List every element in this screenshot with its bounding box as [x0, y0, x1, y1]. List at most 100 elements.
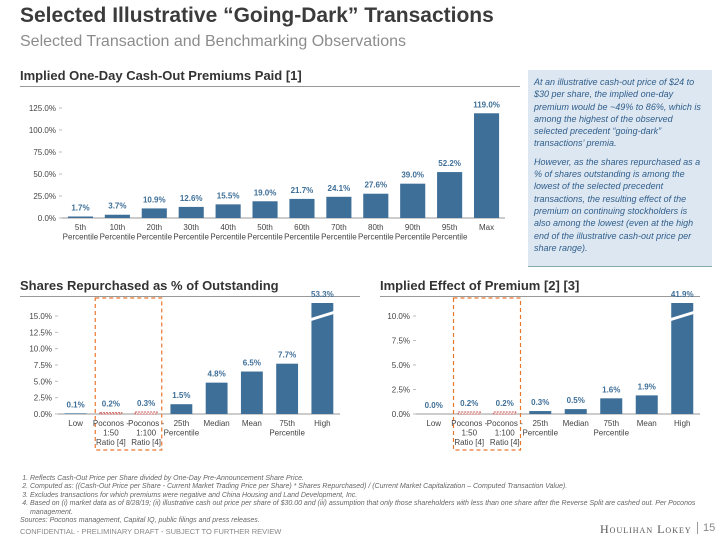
bar	[437, 172, 463, 218]
bar	[104, 214, 130, 218]
x-tick-label: Low	[426, 419, 441, 428]
value-label: 41.9%	[671, 290, 694, 299]
highlight-box	[94, 297, 163, 451]
x-tick-label: 40th Percentile	[210, 223, 246, 242]
x-tick-label: 70th Percentile	[321, 223, 357, 242]
x-tick-label: Max	[479, 223, 494, 232]
value-label: 21.7%	[291, 186, 314, 195]
x-tick-label: Mean	[242, 419, 262, 428]
x-tick-label: 50th Percentile	[247, 223, 283, 242]
value-label: 0.1%	[67, 400, 85, 409]
value-label: 19.0%	[254, 188, 277, 197]
sidebar-text: At an illustrative cash-out price of $24…	[534, 77, 701, 149]
y-tick-label: 15.0%	[29, 312, 52, 321]
bar	[215, 204, 241, 218]
bar	[64, 413, 87, 414]
y-tick-label: 7.5%	[34, 361, 52, 370]
bar	[240, 371, 263, 414]
value-label: 3.7%	[108, 202, 126, 211]
x-tick-label: 75th Percentile	[593, 419, 629, 438]
value-label: 52.2%	[438, 159, 461, 168]
bar	[400, 183, 426, 218]
x-tick-label: 75th Percentile	[269, 419, 305, 438]
y-tick-label: 2.5%	[392, 386, 410, 395]
value-label: 0.2%	[460, 399, 478, 408]
axis-break	[309, 310, 336, 322]
bar	[493, 411, 517, 415]
chart-title: Implied One-Day Cash-Out Premiums Paid […	[20, 68, 520, 87]
y-tick-label: 7.5%	[392, 337, 410, 346]
y-tick-label: 125.0%	[29, 104, 56, 113]
bar	[600, 398, 623, 414]
y-tick-label: 2.5%	[34, 394, 52, 403]
bar	[473, 113, 500, 218]
y-tick-label: 10.0%	[29, 345, 52, 354]
value-label: 7.7%	[278, 351, 296, 360]
brand: Houlihan Lokey	[600, 522, 692, 536]
value-label: 4.8%	[208, 370, 226, 379]
chart-title: Implied Effect of Premium [2] [3]	[380, 278, 700, 297]
x-tick-label: Low	[68, 419, 83, 428]
y-tick-label: 5.0%	[392, 361, 410, 370]
y-tick-label: 0.0%	[392, 410, 410, 419]
value-label: 1.6%	[602, 385, 620, 394]
page-number: 15	[697, 522, 715, 534]
value-label: 6.5%	[243, 359, 261, 368]
bar	[635, 395, 658, 414]
value-label: 12.6%	[180, 194, 203, 203]
value-label: 1.7%	[71, 204, 89, 213]
value-label: 0.3%	[531, 398, 549, 407]
charts: 0.0% 25.0% 50.0% 75.0% 100.0% 125.0% 5th Percen…	[29, 100, 700, 451]
x-tick-label: 10th Percentile	[100, 223, 136, 242]
bar	[134, 411, 158, 415]
axis-break	[668, 310, 696, 322]
chart-title: Shares Repurchased as % of Outstanding	[20, 278, 360, 297]
y-tick-label: 0.0%	[38, 214, 56, 223]
bar	[457, 411, 481, 415]
value-label: 0.2%	[102, 400, 120, 409]
y-tick-label: 75.0%	[33, 148, 56, 157]
bar	[671, 303, 694, 414]
x-tick-label: Median	[204, 419, 230, 428]
value-label: 0.2%	[496, 399, 514, 408]
highlight-box	[452, 297, 522, 451]
sources: Sources: Poconos management, Capital IQ,…	[20, 517, 260, 525]
footnote: Reflects Cash-Out Price per Share divide…	[30, 475, 700, 483]
y-tick-label: 0.0%	[34, 410, 52, 419]
slide-subtitle: Selected Transaction and Benchmarking Ob…	[20, 33, 406, 50]
bar	[252, 201, 278, 218]
sidebar: At an illustrative cash-out price of $24…	[528, 70, 712, 267]
x-tick-label: High	[674, 419, 690, 428]
value-label: 39.0%	[401, 171, 424, 180]
y-tick-label: 5.0%	[34, 377, 52, 386]
bar	[363, 193, 389, 218]
x-tick-label: 25th Percentile	[522, 419, 558, 438]
bar	[141, 208, 167, 218]
x-tick-label: 25th Percentile	[164, 419, 200, 438]
bar	[99, 412, 123, 415]
footnotes: Reflects Cash-Out Price per Share divide…	[20, 475, 700, 525]
bar	[564, 409, 587, 414]
value-label: 0.5%	[567, 396, 585, 405]
footnote: Excludes transactions for which premiums…	[30, 492, 700, 500]
x-tick-label: Poconos -1:50 Ratio [4]	[451, 419, 487, 447]
x-tick-label: Poconos -1:100 Ratio [4]	[128, 419, 164, 447]
x-tick-label: 90th Percentile	[395, 223, 431, 242]
x-tick-label: High	[314, 419, 330, 428]
value-label: 119.0%	[473, 100, 500, 109]
footnote: Based on (i) market data as of 8/28/19; …	[30, 500, 700, 517]
value-label: 1.5%	[172, 391, 190, 400]
bar	[178, 206, 204, 218]
y-tick-label: 12.5%	[29, 328, 52, 337]
bar	[529, 411, 552, 414]
bar	[326, 196, 352, 218]
value-label: 0.0%	[425, 401, 443, 410]
bar	[67, 216, 94, 218]
x-tick-label: 30th Percentile	[173, 223, 209, 242]
bar	[205, 382, 228, 414]
bar	[311, 303, 334, 415]
y-tick-label: 50.0%	[33, 170, 56, 179]
x-tick-label: 80th Percentile	[358, 223, 394, 242]
value-label: 15.5%	[217, 191, 240, 200]
